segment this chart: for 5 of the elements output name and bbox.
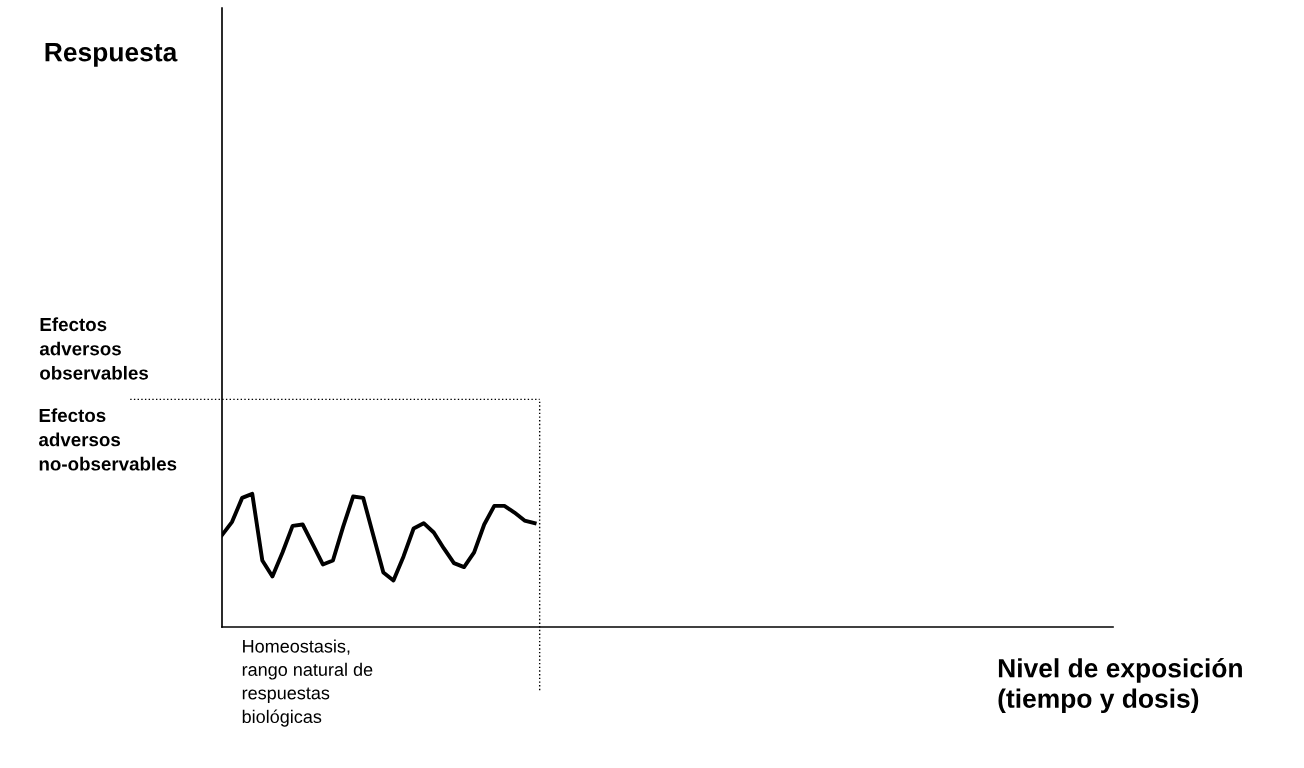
ref-line-label: Efectos adversos observables — [39, 317, 149, 380]
text: Respuesta — [45, 43, 178, 67]
text: Efectos adversos no-observables — [39, 408, 177, 471]
text: Homeostasis, rango natural de respuestas biológicas — [242, 639, 373, 727]
text: Nivel de exposición (tiempo y dosis) — [998, 657, 1242, 714]
